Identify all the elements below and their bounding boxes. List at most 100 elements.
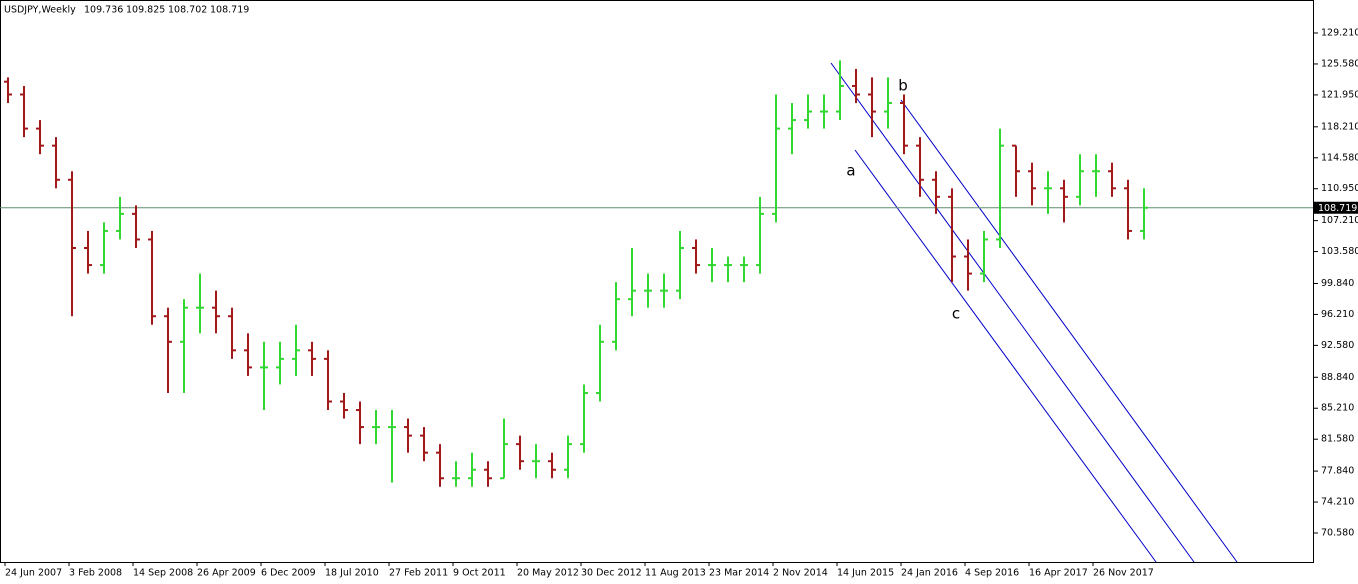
x-tick-label: 6 Dec 2009: [261, 568, 316, 579]
ohlc-bar: [756, 196, 764, 274]
x-tick-label: 20 May 2012: [517, 568, 579, 579]
ohlc-bar: [244, 333, 252, 376]
y-tick-label: 107.210: [1321, 215, 1358, 226]
ohlc-bar: [228, 307, 236, 359]
x-tick-label: 9 Oct 2011: [453, 568, 506, 579]
x-tick-label: 14 Jun 2015: [837, 568, 894, 579]
y-tick-label: 125.580: [1321, 58, 1358, 69]
ohlc-bar: [340, 392, 348, 419]
ohlc-bar: [692, 239, 700, 274]
y-tick-label: 92.580: [1321, 340, 1354, 351]
annotation: b: [898, 77, 908, 95]
ohlc-bar: [948, 188, 956, 283]
x-tick-label: 30 Dec 2012: [581, 568, 642, 579]
ohlc-bar: [596, 324, 604, 402]
ohlc-bar: [1044, 171, 1052, 214]
y-tick-label: 74.210: [1321, 497, 1354, 508]
ohlc-bar: [308, 341, 316, 376]
y-tick-label: 99.840: [1321, 278, 1354, 289]
y-tick-label: 129.210: [1321, 28, 1358, 39]
x-tick-label: 24 Jan 2016: [901, 568, 958, 579]
ohlc-bar: [116, 196, 124, 240]
ohlc-bar: [1140, 188, 1148, 240]
ohlc-bar: [468, 452, 476, 487]
ohlc-bar: [260, 341, 268, 411]
ohlc-bar: [452, 461, 460, 487]
ohlc-bar: [4, 77, 12, 104]
pitchfork-lower: [854, 149, 1157, 563]
ohlc-bar: [724, 256, 732, 283]
ohlc-bar: [372, 410, 380, 445]
quote-value: 108.702: [168, 5, 207, 16]
ohlc-bar: [212, 290, 220, 334]
ohlc-bar: [100, 222, 108, 274]
x-tick-label: 23 Mar 2014: [709, 568, 769, 579]
y-tick-label: 118.210: [1321, 121, 1358, 132]
quote-value: 109.736: [84, 5, 123, 16]
ohlc-bar: [180, 299, 188, 393]
ohlc-bar: [196, 273, 204, 334]
ohlc-bar: [772, 94, 780, 223]
ohlc-bar: [36, 120, 44, 155]
ohlc-bar: [356, 401, 364, 445]
ohlc-bar: [532, 444, 540, 479]
ohlc-bar: [484, 461, 492, 487]
ohlc-bar: [20, 85, 28, 138]
x-tick-label: 27 Feb 2011: [389, 568, 448, 579]
price-label-box: [1314, 201, 1358, 214]
ohlc-bar: [868, 77, 876, 138]
x-tick-label: 3 Feb 2008: [69, 568, 122, 579]
ohlc-bar: [516, 435, 524, 470]
ohlc-bar: [740, 256, 748, 283]
quote-value: 109.825: [126, 5, 165, 16]
y-tick-label: 85.210: [1321, 403, 1354, 414]
ohlc-bar: [884, 77, 892, 129]
y-tick-label: 81.580: [1321, 434, 1354, 445]
ohlc-bar: [500, 418, 508, 480]
ohlc-bar: [1028, 162, 1036, 206]
x-tick-label: 2 Nov 2014: [773, 568, 828, 579]
annotation: a: [846, 162, 855, 180]
x-tick-label: 24 Jun 2007: [5, 568, 62, 579]
ohlc-bar: [164, 307, 172, 393]
x-tick-label: 4 Sep 2016: [965, 568, 1019, 579]
ohlc-bar: [276, 341, 284, 385]
ohlc-bar: [900, 94, 908, 155]
ohlc-bar: [1092, 154, 1100, 197]
ohlc-bar: [148, 230, 156, 325]
price-label: 108.719: [1318, 203, 1357, 214]
ohlc-bar: [388, 410, 396, 483]
ohlc-bar: [676, 230, 684, 300]
ohlc-bar: [932, 171, 940, 214]
ohlc-bar: [580, 384, 588, 453]
ohlc-bar: [708, 247, 716, 283]
ohlc-bar: [1060, 179, 1068, 223]
y-tick-label: 96.210: [1321, 309, 1354, 320]
x-tick-label: 14 Sep 2008: [133, 568, 193, 579]
x-tick-label: 16 Apr 2017: [1029, 568, 1088, 579]
y-tick-label: 121.950: [1321, 89, 1358, 100]
ohlc-bar: [292, 324, 300, 376]
pitchfork-upper: [900, 99, 1238, 563]
ohlc-bar: [84, 230, 92, 274]
ohlc-bar: [548, 452, 556, 479]
y-tick-label: 103.580: [1321, 246, 1358, 257]
y-tick-label: 88.840: [1321, 372, 1354, 383]
ohlc-bar: [628, 247, 636, 317]
x-tick-label: 18 Jul 2010: [325, 568, 379, 579]
header: USDJPY,Weekly 109.736 109.825 108.702 108.7…: [4, 5, 249, 16]
ohlc-bar: [1076, 154, 1084, 206]
ohlc-bar: [852, 68, 860, 104]
ohlc-bar: [644, 273, 652, 308]
x-tick-label: 26 Nov 2017: [1093, 568, 1154, 579]
ohlc-bar: [980, 230, 988, 283]
ohlc-bar: [436, 444, 444, 487]
ohlc-bar: [804, 94, 812, 129]
y-tick-label: 114.580: [1321, 152, 1358, 163]
ohlc-bar: [836, 60, 844, 121]
ohlc-bar: [420, 427, 428, 462]
ohlc-bar: [1012, 144, 1020, 197]
ohlc-bar: [820, 94, 828, 129]
quote-value: 108.719: [210, 5, 249, 16]
